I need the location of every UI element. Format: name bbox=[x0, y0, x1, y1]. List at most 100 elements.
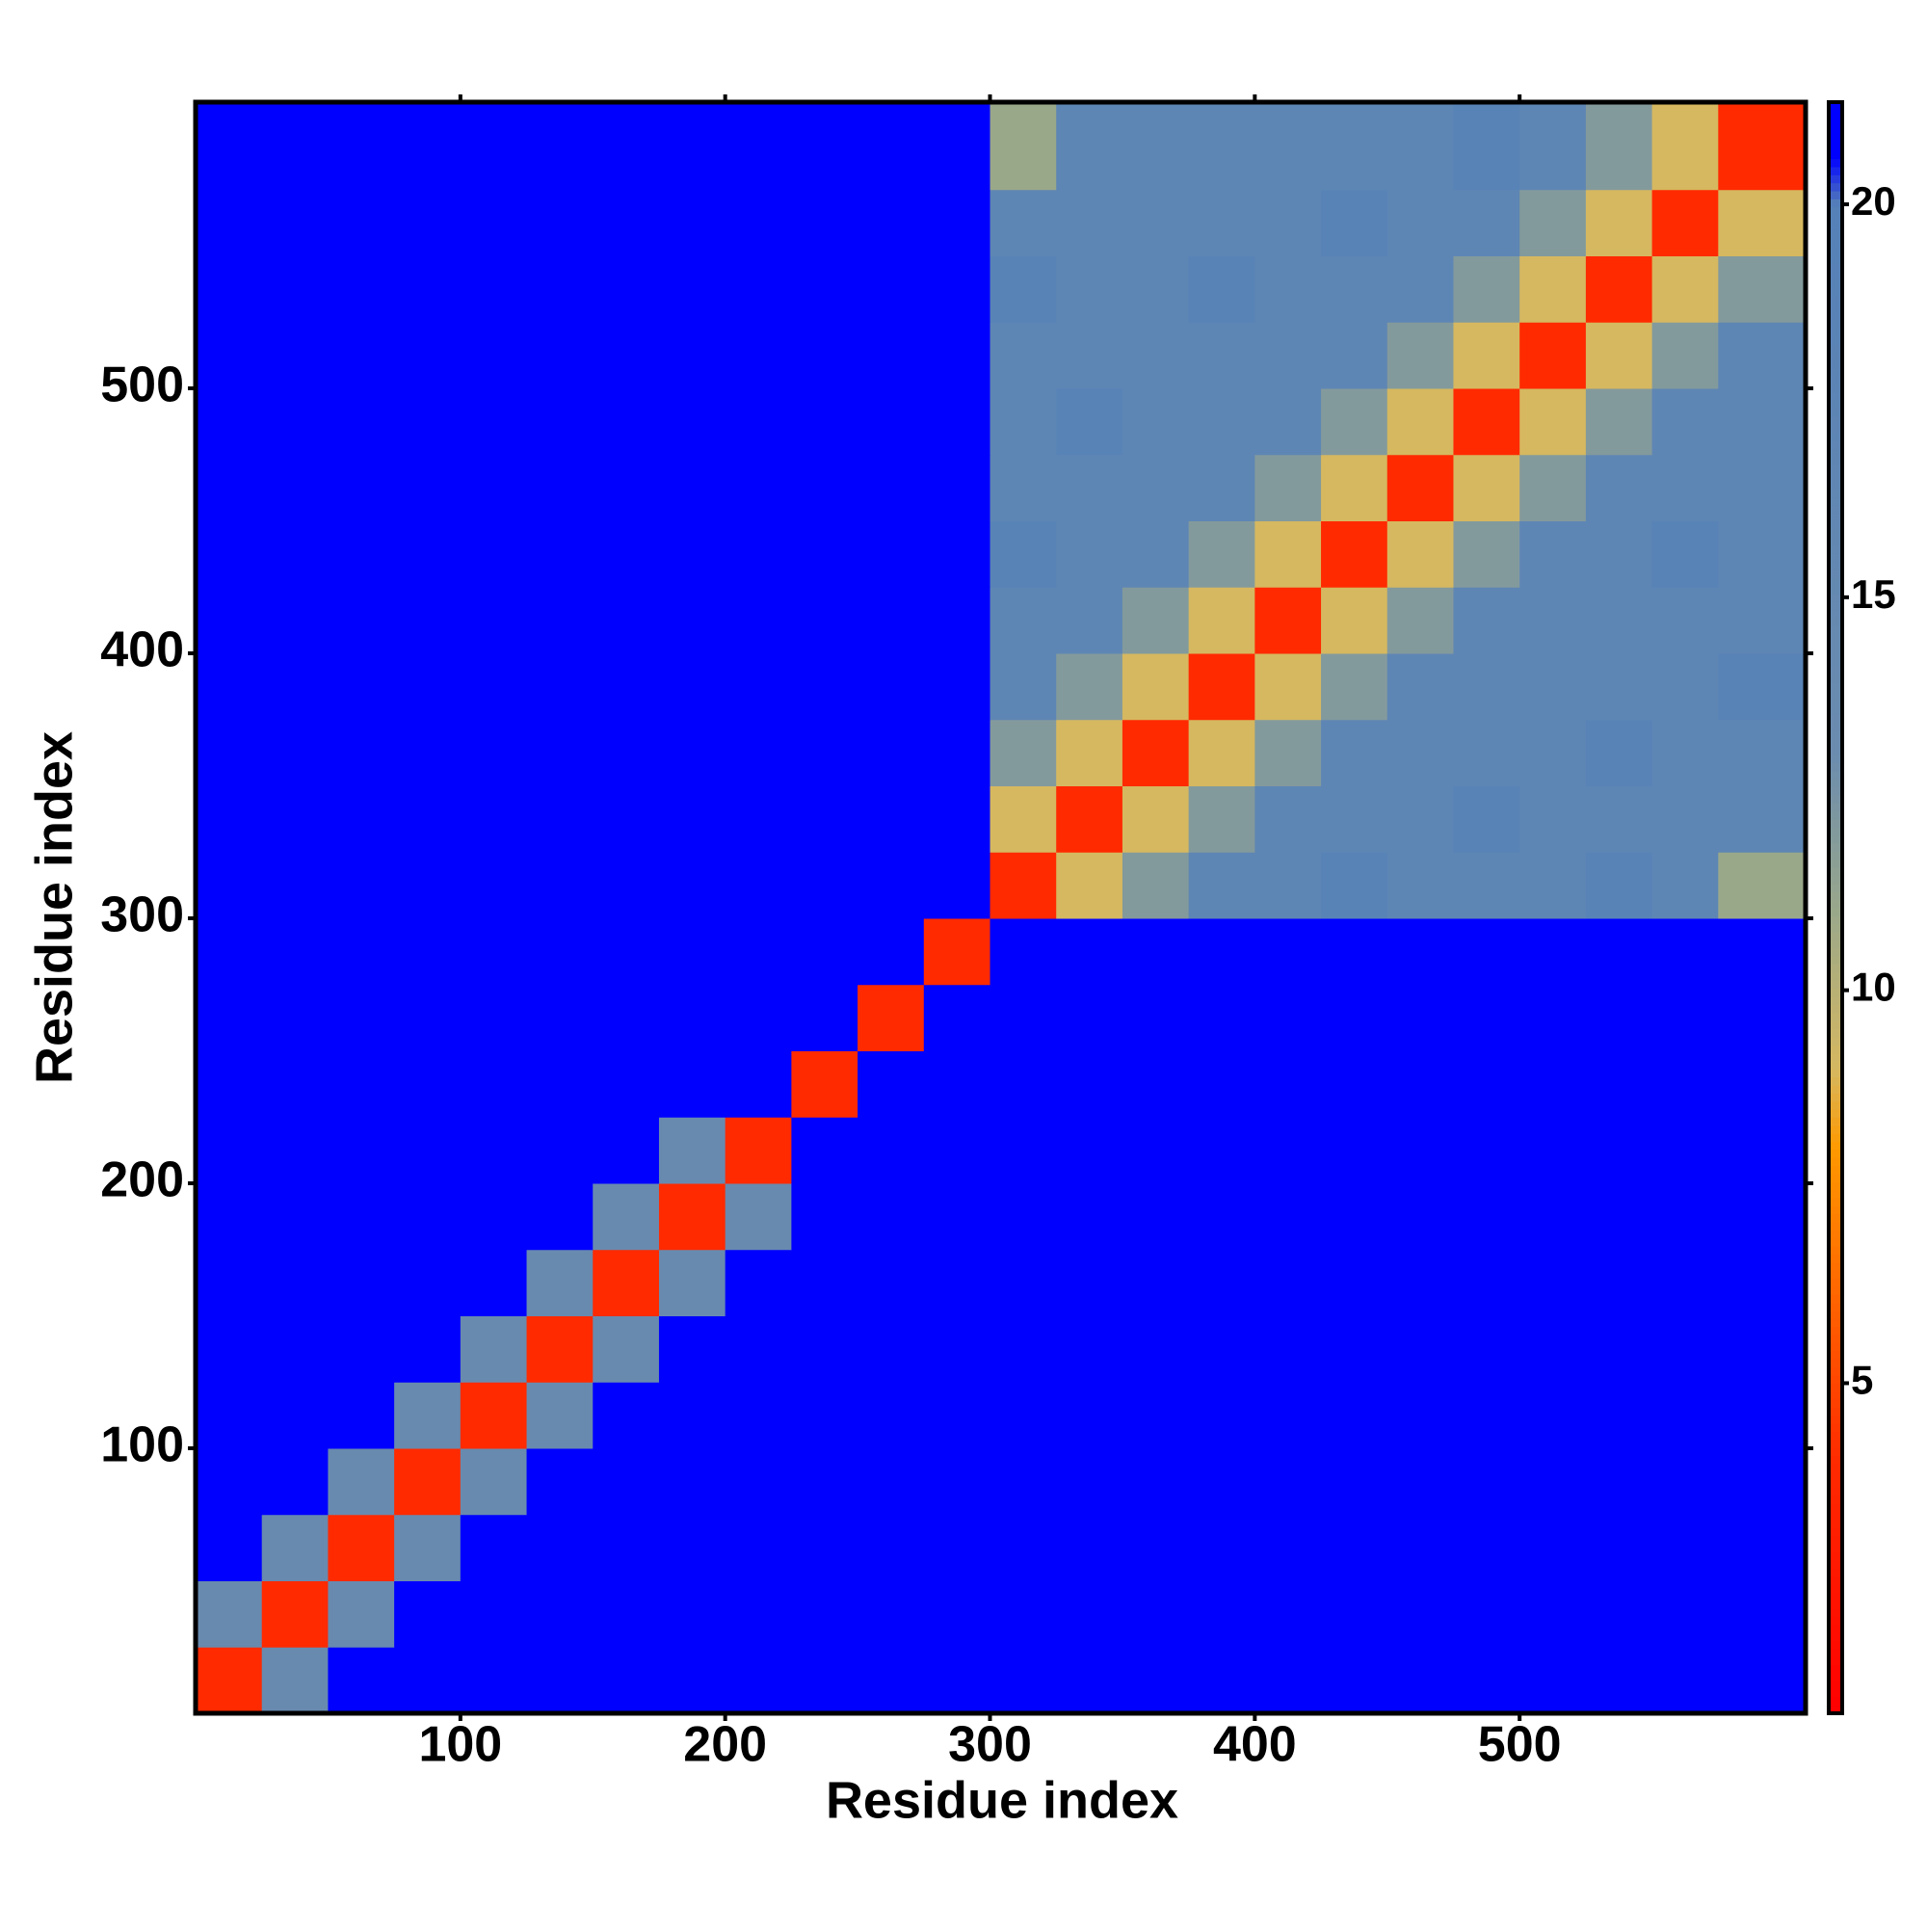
heatmap-cell bbox=[1122, 653, 1190, 721]
heatmap-cell bbox=[261, 102, 329, 191]
heatmap-cell bbox=[1386, 984, 1454, 1051]
heatmap-cell bbox=[261, 1448, 329, 1516]
colorbar-slice bbox=[1829, 698, 1842, 707]
heatmap-cell bbox=[394, 322, 462, 389]
colorbar-slice bbox=[1829, 779, 1842, 788]
colorbar-slice bbox=[1829, 1503, 1842, 1513]
heatmap-cell bbox=[1321, 520, 1388, 588]
heatmap-cell bbox=[1188, 454, 1255, 521]
heatmap-cell bbox=[1122, 1580, 1190, 1648]
colorbar-slice bbox=[1829, 1246, 1842, 1256]
heatmap-cell bbox=[1321, 918, 1388, 986]
heatmap-cell bbox=[1386, 102, 1454, 191]
heatmap-cell bbox=[1386, 189, 1454, 256]
heatmap-cell bbox=[1519, 1647, 1587, 1714]
heatmap-cell bbox=[196, 1117, 263, 1184]
colorbar-slice bbox=[1829, 376, 1842, 385]
heatmap-cell bbox=[1056, 587, 1123, 654]
heatmap-cell bbox=[1585, 520, 1653, 588]
y-tick-label: 500 bbox=[100, 357, 184, 413]
x-tick-label: 500 bbox=[1478, 1717, 1562, 1773]
heatmap-cell bbox=[1386, 852, 1454, 919]
colorbar-tick-label: 5 bbox=[1851, 1358, 1873, 1403]
colorbar-slice bbox=[1829, 513, 1842, 522]
heatmap-cell bbox=[1188, 322, 1255, 389]
heatmap-cell bbox=[526, 388, 594, 456]
colorbar-slice bbox=[1829, 1020, 1842, 1029]
heatmap-cell bbox=[1651, 1647, 1719, 1714]
heatmap-cell bbox=[1321, 1448, 1388, 1516]
heatmap-cell bbox=[791, 852, 858, 919]
heatmap-cell bbox=[1519, 1514, 1587, 1581]
heatmap-cell bbox=[858, 918, 925, 986]
heatmap-cell bbox=[990, 1050, 1057, 1118]
heatmap-cell bbox=[526, 1050, 594, 1118]
heatmap-cell bbox=[725, 587, 792, 654]
colorbar-slice bbox=[1829, 1600, 1842, 1609]
heatmap-cell bbox=[858, 1117, 925, 1184]
heatmap-cell bbox=[261, 388, 329, 456]
heatmap-cell bbox=[1651, 1580, 1719, 1648]
heatmap-cell bbox=[196, 520, 263, 588]
heatmap-cell bbox=[1056, 653, 1123, 721]
colorbar-slice bbox=[1829, 553, 1842, 563]
heatmap-cell bbox=[1585, 1580, 1653, 1648]
heatmap-cell bbox=[658, 1514, 726, 1581]
heatmap-cell bbox=[1188, 255, 1255, 323]
colorbar-slice bbox=[1829, 432, 1842, 441]
colorbar-slice bbox=[1829, 956, 1842, 966]
heatmap-cell bbox=[1386, 322, 1454, 389]
heatmap-cell bbox=[526, 1117, 594, 1184]
heatmap-cell bbox=[1188, 1117, 1255, 1184]
heatmap-cell bbox=[791, 1315, 858, 1383]
heatmap-cell bbox=[725, 520, 792, 588]
heatmap-cell bbox=[1519, 785, 1587, 853]
heatmap-cell bbox=[1718, 1448, 1807, 1516]
heatmap-cell bbox=[460, 1315, 528, 1383]
heatmap-cell bbox=[1585, 984, 1653, 1051]
heatmap-cell bbox=[791, 918, 858, 986]
colorbar-slice bbox=[1829, 770, 1842, 780]
colorbar-slice bbox=[1829, 666, 1842, 675]
heatmap-cell bbox=[593, 852, 660, 919]
heatmap-cell bbox=[1585, 719, 1653, 786]
colorbar-slice bbox=[1829, 1705, 1842, 1714]
heatmap-cell bbox=[1254, 255, 1322, 323]
heatmap-cell bbox=[328, 1050, 395, 1118]
heatmap-cell bbox=[328, 388, 395, 456]
heatmap-cell bbox=[858, 653, 925, 721]
heatmap-cell bbox=[593, 1514, 660, 1581]
heatmap-cell bbox=[196, 1514, 263, 1581]
heatmap-cell bbox=[261, 719, 329, 786]
heatmap-cell bbox=[1254, 1647, 1322, 1714]
heatmap-cell bbox=[1122, 918, 1190, 986]
heatmap-cell bbox=[261, 255, 329, 323]
heatmap-cell bbox=[658, 102, 726, 191]
colorbar-slice bbox=[1829, 1302, 1842, 1311]
heatmap-cell bbox=[658, 1315, 726, 1383]
colorbar-slice bbox=[1829, 1165, 1842, 1175]
heatmap-cell bbox=[858, 984, 925, 1051]
colorbar-slice bbox=[1829, 254, 1842, 264]
heatmap-cell bbox=[1188, 1249, 1255, 1316]
colorbar-slice bbox=[1829, 319, 1842, 329]
heatmap-cell bbox=[658, 1249, 726, 1316]
heatmap-cell bbox=[1056, 1514, 1123, 1581]
colorbar-slice bbox=[1829, 995, 1842, 1005]
colorbar-slice bbox=[1829, 134, 1842, 144]
heatmap-cell bbox=[1188, 785, 1255, 853]
heatmap-cell bbox=[593, 1580, 660, 1648]
heatmap-cell bbox=[1056, 719, 1123, 786]
heatmap-cell bbox=[990, 1647, 1057, 1714]
heatmap-cell bbox=[1453, 1382, 1520, 1449]
heatmap-cell bbox=[1453, 1050, 1520, 1118]
heatmap-cell bbox=[1718, 102, 1807, 191]
heatmap-cell bbox=[328, 984, 395, 1051]
colorbar-slice bbox=[1829, 940, 1842, 949]
heatmap-cell bbox=[658, 1117, 726, 1184]
colorbar-slice bbox=[1829, 1052, 1842, 1062]
heatmap-cell bbox=[990, 102, 1057, 191]
heatmap-cell bbox=[1254, 1183, 1322, 1251]
heatmap-cell bbox=[990, 520, 1057, 588]
heatmap-cell bbox=[1188, 1514, 1255, 1581]
